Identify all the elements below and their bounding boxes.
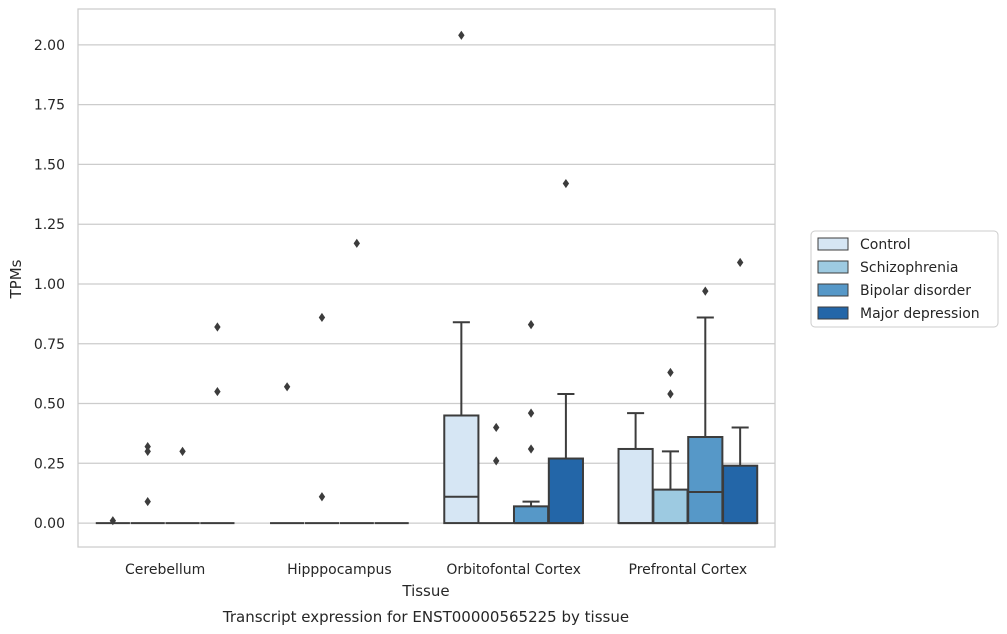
box (130, 441, 165, 525)
y-tick-label: 1.50 (34, 157, 65, 173)
box (479, 422, 514, 525)
box-plot-series (95, 30, 759, 526)
y-tick-label: 0.50 (34, 397, 65, 413)
outlier-marker (214, 386, 221, 397)
y-tick-label: 1.75 (34, 98, 65, 114)
y-tick-label: 0.25 (34, 456, 65, 472)
box (722, 257, 759, 525)
outlier-marker (144, 496, 151, 507)
outlier-marker (527, 320, 535, 330)
series-schizophrenia (130, 312, 689, 525)
box-body (652, 488, 689, 525)
box-body (687, 436, 724, 525)
legend-label: Major depression (860, 306, 980, 322)
outlier-marker (562, 178, 570, 189)
box-body (617, 447, 654, 525)
y-tick-label: 0.00 (34, 516, 65, 532)
legend: Control Schizophrenia Bipolar disorder Majo… (810, 230, 999, 328)
x-tick-label: Prefrontal Cortex (629, 562, 748, 578)
x-tick-label: Orbitofontal Cortex (446, 562, 581, 578)
box (512, 320, 550, 525)
legend-swatch (817, 237, 849, 251)
outlier-marker (179, 446, 186, 456)
legend-swatch (817, 260, 849, 274)
box (617, 412, 654, 525)
box (652, 367, 689, 525)
series-major-depression (200, 178, 759, 525)
outlier-marker (527, 444, 535, 454)
plot-frame (77, 8, 776, 548)
y-axis-label: TPMs (7, 259, 25, 299)
grid-lines (78, 44, 775, 524)
legend-entry: Major depression (817, 306, 980, 322)
legend-label: Schizophrenia (860, 260, 958, 276)
outlier-marker (214, 322, 221, 332)
outlier-marker (318, 492, 326, 502)
box (304, 312, 340, 525)
x-axis-label: Tissue (401, 582, 449, 600)
outlier-marker (527, 408, 535, 418)
box (547, 178, 584, 525)
legend-label: Bipolar disorder (860, 283, 971, 299)
outlier-marker (109, 516, 117, 526)
legend-entry: Control (817, 237, 911, 253)
outlier-marker (283, 382, 291, 392)
x-axis-ticks: Cerebellum Hipppocampus Orbitofontal Corte… (125, 562, 747, 578)
chart-caption: Transcript expression for ENST0000056522… (222, 608, 629, 626)
y-axis-ticks: 0.00 0.25 0.50 0.75 1.00 1.25 1.50 1.75 2.00 (34, 38, 65, 532)
series-control (95, 30, 654, 526)
legend-label: Control (860, 237, 911, 253)
outlier-marker (144, 441, 151, 452)
outlier-marker (702, 286, 709, 296)
legend-frame (810, 230, 999, 328)
outlier-marker (736, 257, 744, 268)
y-tick-label: 0.75 (34, 337, 65, 353)
y-tick-label: 1.25 (34, 217, 65, 233)
box-body (722, 464, 759, 525)
series-bipolar-disorder (165, 238, 724, 525)
y-tick-label: 1.00 (34, 277, 65, 293)
outlier-marker (353, 238, 360, 248)
outlier-marker (318, 312, 326, 323)
box-body (512, 505, 550, 525)
box (687, 286, 724, 525)
outlier-marker (144, 446, 151, 456)
box-body (443, 414, 480, 525)
box (270, 382, 305, 525)
legend-swatch (817, 283, 849, 297)
outlier-marker (667, 367, 674, 378)
box-body (547, 457, 584, 525)
legend-entry: Bipolar disorder (817, 283, 971, 299)
box (95, 516, 130, 526)
outlier-marker (458, 30, 465, 40)
outlier-marker (667, 389, 674, 399)
x-tick-label: Hipppocampus (287, 562, 392, 578)
box (443, 30, 480, 525)
legend-swatch (817, 306, 849, 320)
outlier-marker (493, 456, 500, 466)
box (165, 446, 200, 525)
outlier-marker (493, 422, 500, 433)
box (200, 322, 235, 525)
box (339, 238, 374, 525)
y-tick-label: 2.00 (34, 38, 65, 54)
legend-entry: Schizophrenia (817, 260, 958, 276)
x-tick-label: Cerebellum (125, 562, 205, 578)
